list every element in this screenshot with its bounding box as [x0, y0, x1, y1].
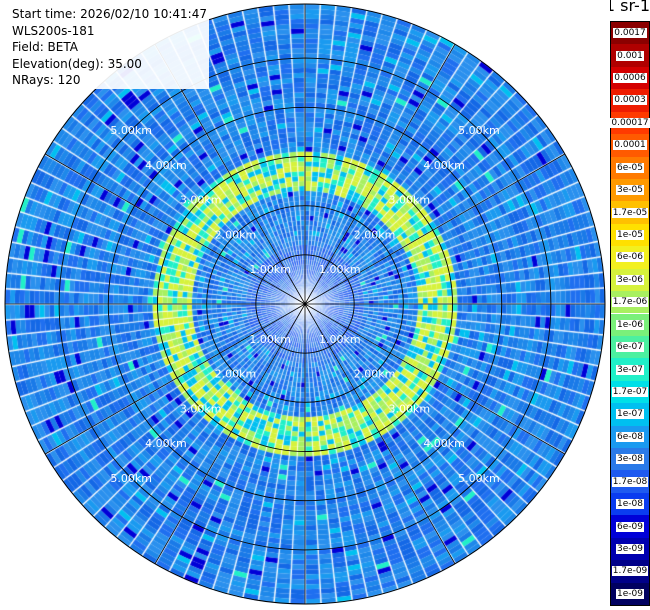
colorbar-tick-label: 3e-09 — [616, 543, 644, 554]
range-ring — [107, 106, 503, 502]
colorbar-tick-label: 1e-09 — [616, 588, 644, 599]
range-ring-label: 3.00km — [180, 402, 222, 415]
range-ring-label: 3.00km — [180, 194, 222, 207]
colorbar-tick-label: 6e-07 — [616, 342, 644, 353]
colorbar-tick-label: 3e-05 — [616, 185, 644, 196]
colorbar-cell: 6e-09 — [611, 515, 649, 538]
colorbar-cell: 1e-09 — [611, 582, 649, 605]
range-ring — [157, 156, 453, 452]
colorbar-tick-label: 1e-07 — [616, 409, 644, 420]
colorbar-cell: 1e-08 — [611, 492, 649, 516]
range-ring-label: 3.00km — [389, 402, 431, 415]
range-ring-label: 5.00km — [110, 124, 152, 137]
colorbar-cell: 1e-07 — [611, 403, 649, 426]
colorbar-tick-label: 1.7e-07 — [611, 386, 649, 397]
colorbar-tick-label: 1e-06 — [616, 319, 644, 330]
start-time-text: Start time: 2026/02/10 10:41:47 — [12, 7, 207, 21]
colorbar-units-label: m-1 sr-1 — [610, 0, 650, 15]
range-ring-label: 2.00km — [354, 228, 396, 241]
colorbar-tick-label: 1.7e-08 — [611, 476, 649, 487]
outer-ring — [4, 3, 606, 605]
range-ring-label: 4.00km — [423, 159, 465, 172]
colorbar-cell: 6e-06 — [611, 246, 649, 269]
range-ring-label: 4.00km — [145, 437, 187, 450]
colorbar-tick-label: 1.7e-05 — [611, 207, 649, 218]
nrays-text: NRays: 120 — [12, 73, 81, 87]
colorbar-tick-label: 0.0017 — [613, 28, 647, 39]
range-ring-label: 1.00km — [249, 333, 291, 346]
range-ring — [206, 205, 404, 403]
colorbar-cell: 0.0003 — [611, 89, 649, 112]
colorbar-cell: 6e-07 — [611, 335, 649, 359]
colorbar-tick-label: 0.001 — [616, 50, 644, 61]
range-ring-label: 5.00km — [458, 472, 500, 485]
colorbar-tick-label: 6e-05 — [616, 162, 644, 173]
colorbar-cell: 1.7e-05 — [611, 201, 649, 224]
colorbar-tick-label: 0.0006 — [613, 73, 647, 84]
colorbar-tick-label: 3e-07 — [616, 364, 644, 375]
colorbar-tick-label: 6e-09 — [616, 521, 644, 532]
colorbar-cell: 0.00017 — [610, 111, 650, 135]
range-ring-label: 2.00km — [215, 368, 257, 381]
range-ring-label: 5.00km — [110, 472, 152, 485]
range-ring-overlay: 1.00km 1.00km 1.00km 1.00km 2.00km 2.00km 2.00… — [4, 3, 606, 605]
spoke-line — [154, 303, 306, 565]
colorbar-tick-label: 0.00017 — [610, 117, 650, 128]
colorbar-cell: 3e-08 — [611, 448, 649, 471]
colorbar-tick-label: 3e-08 — [616, 454, 644, 465]
colorbar-tick-label: 1.7e-09 — [611, 566, 649, 577]
colorbar-tick-label: 1e-05 — [616, 230, 644, 240]
colorbar-cell: 1e-06 — [611, 313, 649, 336]
spoke-line — [44, 303, 306, 455]
colorbar-cell: 0.001 — [611, 44, 649, 67]
colorbar-cell: 1.7e-08 — [611, 470, 649, 493]
colorbar-tick-label: 1e-08 — [616, 499, 644, 510]
colorbar-cell: 1.7e-06 — [611, 291, 649, 314]
range-ring — [58, 57, 552, 551]
colorbar-tick-label: 6e-06 — [616, 252, 644, 263]
range-ring-label: 1.00km — [319, 263, 361, 276]
colorbar-tick-label: 3e-06 — [616, 274, 644, 285]
colorbar-tick-label: 6e-08 — [616, 431, 644, 442]
range-ring-label: 4.00km — [145, 159, 187, 172]
colorbar-cell: 1.7e-09 — [611, 560, 649, 583]
elevation-text: Elevation(deg): 35.00 — [12, 56, 142, 71]
colorbar-cell: 0.0006 — [611, 66, 649, 90]
instrument-text: WLS200s-181 — [12, 23, 95, 38]
spoke-line — [304, 303, 456, 565]
range-ring-label: 1.00km — [249, 263, 291, 276]
colorbar-cell: 3e-09 — [611, 537, 649, 561]
colorbar-cell: 1e-05 — [611, 223, 649, 247]
colorbar-cell: 1.7e-07 — [611, 380, 649, 404]
colorbar-cell: 3e-05 — [611, 178, 649, 202]
spoke-line — [304, 153, 566, 305]
range-ring-label: 2.00km — [215, 228, 257, 241]
spoke-line — [44, 153, 306, 305]
range-ring-label: 5.00km — [458, 124, 500, 137]
range-ring-label: 4.00km — [423, 437, 465, 450]
range-ring-label: 1.00km — [319, 333, 361, 346]
spoke-line — [304, 303, 566, 455]
range-ring-label: 2.00km — [354, 368, 396, 381]
colorbar-cell: 6e-08 — [611, 425, 649, 449]
colorbar-cell: 3e-06 — [611, 268, 649, 292]
colorbar-cell: 0.0001 — [611, 134, 649, 157]
range-ring-label: 3.00km — [389, 194, 431, 207]
colorbar-cell: 3e-07 — [611, 358, 649, 381]
colorbar-tick-label: 1.7e-06 — [611, 297, 649, 308]
colorbar: 0.0017 0.001 0.0006 0.0003 0.00017 0.0001 6e-0… — [610, 21, 650, 606]
field-text: Field: BETA — [12, 40, 78, 54]
spoke-line — [304, 43, 456, 305]
colorbar-tick-label: 0.0003 — [613, 95, 647, 106]
colorbar-tick-label: 0.0001 — [613, 140, 647, 151]
colorbar-cell: 6e-05 — [611, 156, 649, 179]
colorbar-cell: 0.0017 — [611, 22, 649, 45]
range-ring — [255, 254, 355, 354]
scan-info-box: Start time: 2026/02/10 10:41:47 WLS200s-… — [12, 6, 209, 89]
